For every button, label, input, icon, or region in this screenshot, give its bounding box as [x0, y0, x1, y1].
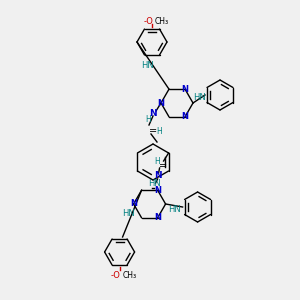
Text: N: N: [182, 112, 188, 122]
Text: N: N: [149, 109, 157, 118]
Text: -O: -O: [111, 271, 121, 280]
Text: CH₃: CH₃: [123, 271, 137, 280]
Text: N: N: [154, 186, 161, 195]
Text: H: H: [156, 127, 162, 136]
Text: HN: HN: [122, 209, 134, 218]
Text: =: =: [149, 126, 157, 136]
Text: HN: HN: [142, 61, 154, 70]
Text: CH₃: CH₃: [155, 17, 169, 26]
Text: HN: HN: [148, 179, 161, 188]
Text: N: N: [182, 85, 188, 94]
Text: N: N: [154, 172, 161, 181]
Text: HN: HN: [168, 205, 181, 214]
Text: N: N: [154, 213, 161, 222]
Text: H: H: [155, 157, 161, 166]
Text: -O: -O: [143, 17, 153, 26]
Text: N: N: [158, 98, 164, 107]
Text: N: N: [130, 200, 137, 208]
Text: H: H: [145, 115, 151, 124]
Text: HN: HN: [193, 94, 206, 103]
Text: =: =: [158, 161, 167, 171]
